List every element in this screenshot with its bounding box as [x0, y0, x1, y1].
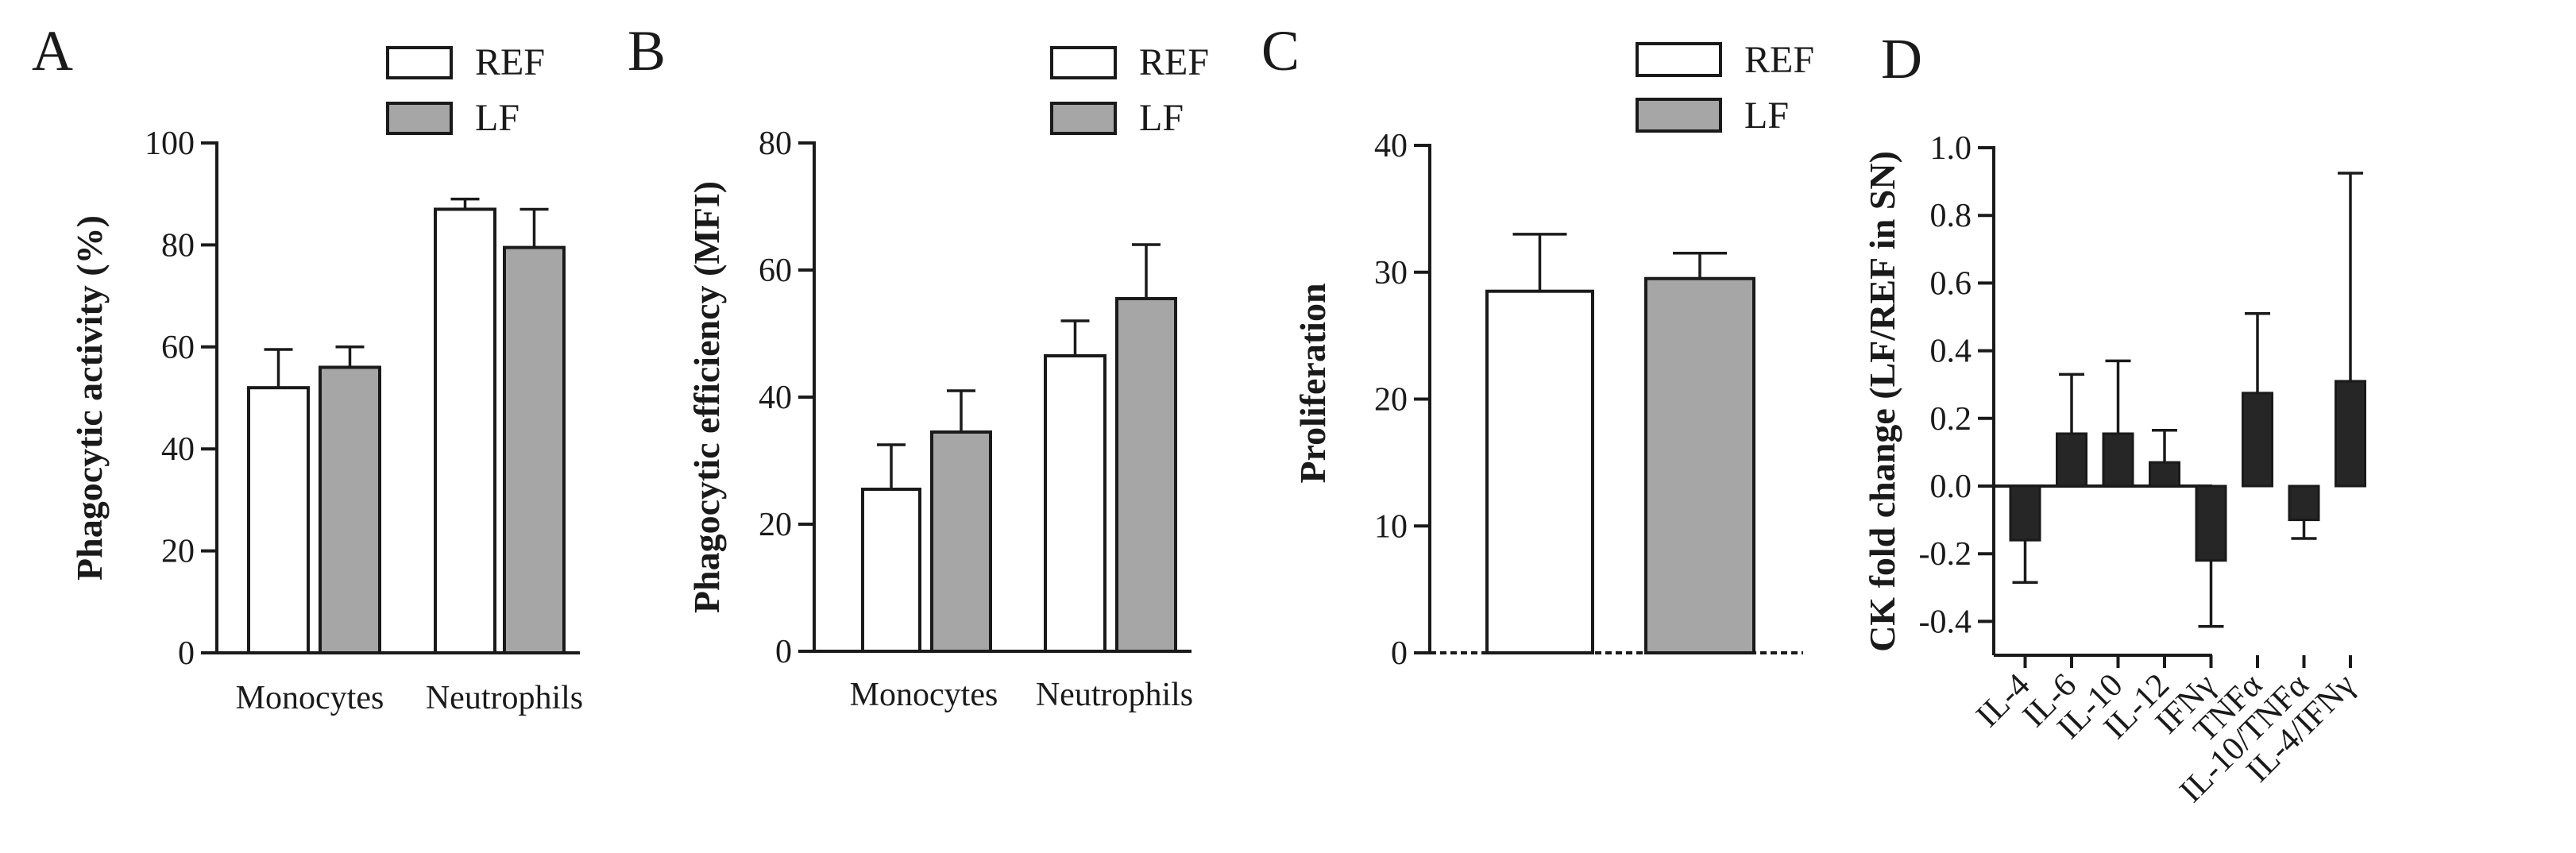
- panel-a-y-tick-label: 40: [161, 431, 195, 468]
- panel-c-y-tick-label: 30: [1374, 255, 1408, 291]
- panel-d-bar-il-10: [2102, 432, 2134, 488]
- panel-a-bar-ref-monocytes: [247, 386, 310, 654]
- panel-d-bar-ifn-: [2195, 484, 2227, 562]
- panel-c-y-axis-title: Proliferation: [1292, 283, 1333, 483]
- panel-d-bar-il-4-ifn-: [2335, 380, 2366, 488]
- panel-d-letter: D: [1881, 27, 1922, 91]
- panel-d-y-tick-label: 0.6: [1930, 265, 1972, 302]
- panel-b-legend-label: LF: [1139, 97, 1184, 139]
- panel-c-legend-label: LF: [1744, 95, 1789, 137]
- panel-c-legend-label: REF: [1744, 39, 1814, 81]
- panel-d-y-tick-label: 0.4: [1930, 334, 1972, 370]
- panel-a-y-tick-label: 0: [178, 635, 195, 672]
- panel-c-bar-ref: [1485, 289, 1594, 654]
- panel-b-category-label: Neutrophils: [1036, 677, 1193, 713]
- panel-b-legend-label: REF: [1139, 41, 1209, 83]
- panel-c-y-tick-label: 20: [1374, 382, 1408, 419]
- panel-a-legend-label: REF: [475, 41, 545, 83]
- panel-b-bar-lf-neutrophils: [1115, 297, 1177, 653]
- panel-a-legend-label: LF: [475, 97, 519, 139]
- panel-a-bar-ref-neutrophils: [434, 207, 496, 654]
- panel-b-y-tick-label: 40: [759, 380, 792, 416]
- panel-d-y-tick-label: 1.0: [1930, 130, 1972, 167]
- panel-c-legend-swatch-lf: [1636, 98, 1722, 133]
- panel-c-y-tick-label: 10: [1374, 508, 1408, 545]
- panel-b-y-tick-label: 0: [775, 634, 792, 670]
- panel-d-y-axis-title: CK fold change (LF/REF in SN): [1862, 151, 1902, 652]
- panel-b-category-label: Monocytes: [850, 677, 998, 713]
- panel-b-y-axis-title: Phagocytic efficiency (MFI): [686, 181, 727, 613]
- panel-d-y-tick-label: 0.2: [1930, 401, 1972, 438]
- panel-b-y-tick-label: 60: [759, 253, 792, 289]
- panel-a-legend-swatch-ref: [386, 46, 453, 79]
- panel-a-y-tick-label: 20: [161, 534, 195, 570]
- panel-a-y-axis-title: Phagocytic activity (%): [69, 215, 110, 581]
- panel-d-y-tick-label: 0.8: [1930, 198, 1972, 234]
- panel-c-legend-swatch-ref: [1636, 42, 1722, 77]
- panel-d-bar-il-4: [2009, 484, 2041, 542]
- panel-d-bar-il-10-tnf-: [2288, 484, 2320, 522]
- panel-c-bar-lf: [1644, 276, 1755, 654]
- panel-b-y-tick-label: 20: [759, 507, 792, 543]
- panel-c-y-tick-label: 0: [1391, 635, 1408, 672]
- panel-a-bar-lf-monocytes: [319, 365, 381, 654]
- panel-a-bar-lf-neutrophils: [503, 245, 566, 654]
- panel-c-y-tick-label: 40: [1374, 128, 1408, 164]
- panel-a-letter: A: [32, 19, 73, 83]
- panel-d-y-tick-label: -0.4: [1919, 604, 1972, 640]
- panel-a-y-tick-label: 60: [161, 330, 195, 366]
- panel-a-category-label: Monocytes: [236, 680, 384, 716]
- panel-d-y-tick-label: 0.0: [1930, 469, 1972, 505]
- panel-b-y-tick-label: 80: [759, 125, 792, 162]
- panel-b-bar-lf-monocytes: [930, 430, 992, 653]
- panel-b-legend-swatch-ref: [1050, 46, 1117, 79]
- panel-a-category-label: Neutrophils: [426, 680, 583, 716]
- panel-b-bar-ref-monocytes: [861, 488, 921, 653]
- panel-b-letter: B: [628, 19, 666, 83]
- panel-b-legend-swatch-lf: [1050, 102, 1117, 135]
- panel-a-legend-swatch-lf: [386, 102, 453, 135]
- panel-a-y-tick-label: 80: [161, 227, 195, 264]
- panel-d-y-tick-label: -0.2: [1919, 536, 1972, 573]
- panel-d-bar-il-12: [2149, 461, 2180, 488]
- panel-a-y-tick-label: 100: [145, 125, 195, 162]
- panel-b-bar-ref-neutrophils: [1044, 354, 1106, 653]
- panel-d-bar-tnf-: [2242, 392, 2273, 488]
- panel-d-bar-il-6: [2056, 432, 2087, 488]
- panel-c-letter: C: [1261, 19, 1300, 83]
